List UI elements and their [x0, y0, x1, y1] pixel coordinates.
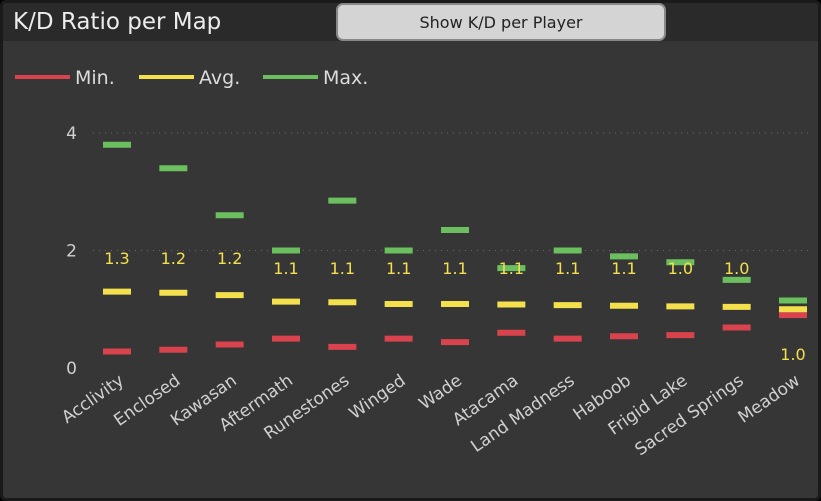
- data-label: 1.1: [442, 259, 467, 278]
- data-label: 1.3: [104, 249, 129, 268]
- x-tick-label: Winged: [346, 371, 410, 424]
- data-label: 1.1: [273, 259, 298, 278]
- data-label: 1.1: [611, 259, 636, 278]
- data-label: 1.2: [161, 249, 186, 268]
- data-label: 1.0: [668, 259, 693, 278]
- legend-label: Max.: [323, 67, 368, 89]
- data-label: 1.1: [499, 259, 524, 278]
- legend-label: Min.: [75, 67, 115, 89]
- data-label: 1.0: [780, 345, 805, 364]
- data-label: 1.2: [217, 249, 242, 268]
- chart-title: K/D Ratio per Map: [13, 9, 222, 35]
- data-label: 1.1: [386, 259, 411, 278]
- show-kd-per-player-button[interactable]: Show K/D per Player: [336, 3, 666, 41]
- data-label: 1.0: [724, 259, 749, 278]
- y-tick-label: 0: [66, 359, 77, 379]
- x-tick-label: Meadow: [735, 371, 804, 428]
- chart-svg: Min. Avg. Max. 0 2 4 1.3 1.2 1.2 1.1 1.1 1.1 1.1 1.1 1…: [15, 67, 811, 460]
- data-label: 1.1: [555, 259, 580, 278]
- legend-label: Avg.: [199, 67, 240, 89]
- data-label: 1.1: [330, 259, 355, 278]
- y-tick-label: 4: [66, 124, 77, 144]
- y-tick-label: 2: [66, 242, 77, 262]
